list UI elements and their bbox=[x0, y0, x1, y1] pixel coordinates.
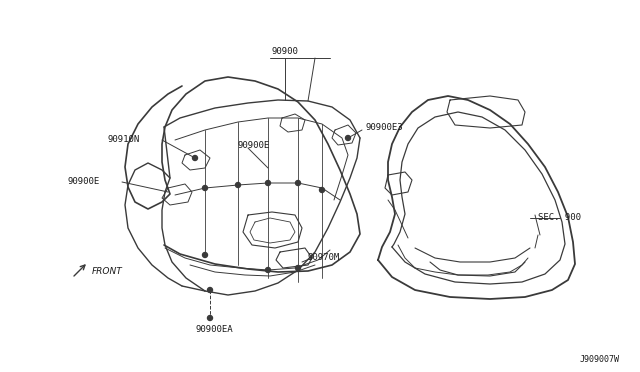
Circle shape bbox=[266, 267, 271, 273]
Circle shape bbox=[193, 155, 198, 160]
Text: 90900E3: 90900E3 bbox=[365, 124, 403, 132]
Text: 90970M: 90970M bbox=[308, 253, 340, 263]
Circle shape bbox=[296, 180, 301, 186]
Circle shape bbox=[207, 288, 212, 292]
Circle shape bbox=[207, 315, 212, 321]
Circle shape bbox=[202, 186, 207, 190]
Text: 90900: 90900 bbox=[271, 48, 298, 57]
Text: 90900EA: 90900EA bbox=[195, 326, 232, 334]
Text: SEC. 900: SEC. 900 bbox=[538, 214, 581, 222]
Text: J909007W: J909007W bbox=[580, 356, 620, 365]
Circle shape bbox=[202, 253, 207, 257]
Text: 90900E: 90900E bbox=[238, 141, 270, 150]
Circle shape bbox=[296, 266, 301, 270]
Text: 90900E: 90900E bbox=[68, 177, 100, 186]
Text: FRONT: FRONT bbox=[92, 267, 123, 276]
Circle shape bbox=[319, 187, 324, 192]
Circle shape bbox=[236, 183, 241, 187]
Circle shape bbox=[266, 180, 271, 186]
Circle shape bbox=[346, 135, 351, 141]
Text: 90910N: 90910N bbox=[108, 135, 140, 144]
